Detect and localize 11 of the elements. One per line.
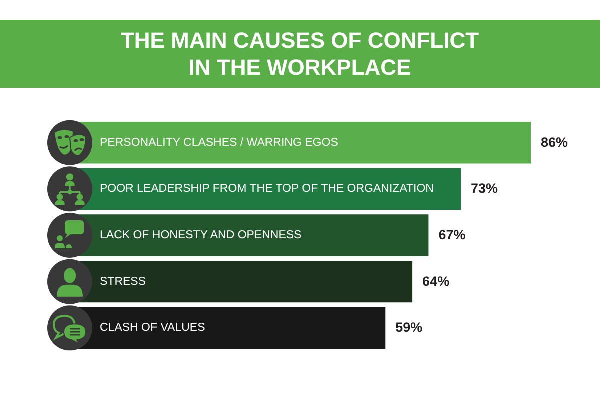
chart-title: THE MAIN CAUSES OF CONFLICT IN THE WORKPLACE (120, 27, 480, 81)
data-label: 64% (422, 274, 450, 289)
data-label: 86% (541, 134, 568, 150)
y-tick-label: LACK OF HONESTY AND OPENNESS (100, 230, 302, 242)
data-label: 67% (438, 228, 466, 242)
y-tick-label: POOR LEADERSHIP FROM THE TOP OF THE ORGANIZATION (100, 183, 434, 196)
y-tick-label: STRESS (100, 276, 146, 288)
data-label: 59% (396, 320, 423, 336)
data-label: 73% (471, 181, 498, 196)
y-tick-label: CLASH OF VALUES (100, 322, 206, 334)
y-tick-label: PERSONALITY CLASHES / WARRING EGOS (100, 136, 339, 149)
